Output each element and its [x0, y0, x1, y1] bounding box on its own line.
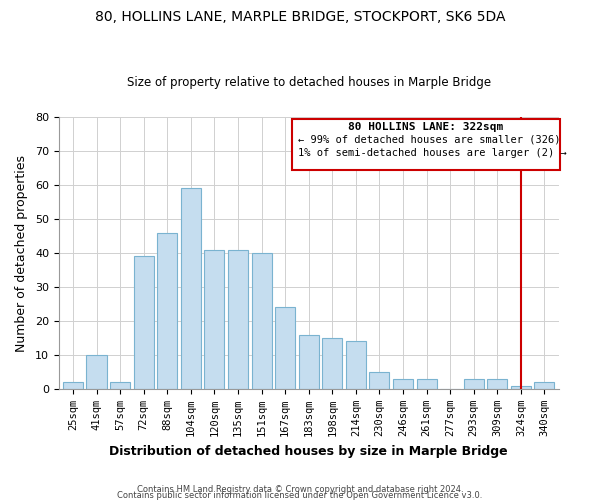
Bar [228, 250, 248, 389]
Text: 80, HOLLINS LANE, MARPLE BRIDGE, STOCKPORT, SK6 5DA: 80, HOLLINS LANE, MARPLE BRIDGE, STOCKPO… [95, 10, 505, 24]
Bar [535, 382, 554, 389]
Bar [275, 308, 295, 389]
Bar [370, 372, 389, 389]
FancyBboxPatch shape [292, 119, 560, 170]
X-axis label: Distribution of detached houses by size in Marple Bridge: Distribution of detached houses by size … [109, 444, 508, 458]
Bar [134, 256, 154, 389]
Bar [181, 188, 201, 389]
Text: Contains HM Land Registry data © Crown copyright and database right 2024.: Contains HM Land Registry data © Crown c… [137, 484, 463, 494]
Bar [511, 386, 531, 389]
Bar [393, 378, 413, 389]
Bar [157, 232, 177, 389]
Bar [251, 253, 272, 389]
Bar [487, 378, 508, 389]
Text: 1% of semi-detached houses are larger (2) →: 1% of semi-detached houses are larger (2… [298, 148, 567, 158]
Bar [299, 334, 319, 389]
Bar [205, 250, 224, 389]
Text: ← 99% of detached houses are smaller (326): ← 99% of detached houses are smaller (32… [298, 134, 560, 144]
Bar [464, 378, 484, 389]
Bar [110, 382, 130, 389]
Text: Contains public sector information licensed under the Open Government Licence v3: Contains public sector information licen… [118, 490, 482, 500]
Title: Size of property relative to detached houses in Marple Bridge: Size of property relative to detached ho… [127, 76, 491, 90]
Bar [86, 355, 107, 389]
Bar [322, 338, 343, 389]
Bar [346, 342, 366, 389]
Bar [416, 378, 437, 389]
Bar [63, 382, 83, 389]
Text: 80 HOLLINS LANE: 322sqm: 80 HOLLINS LANE: 322sqm [349, 122, 503, 132]
Y-axis label: Number of detached properties: Number of detached properties [15, 154, 28, 352]
